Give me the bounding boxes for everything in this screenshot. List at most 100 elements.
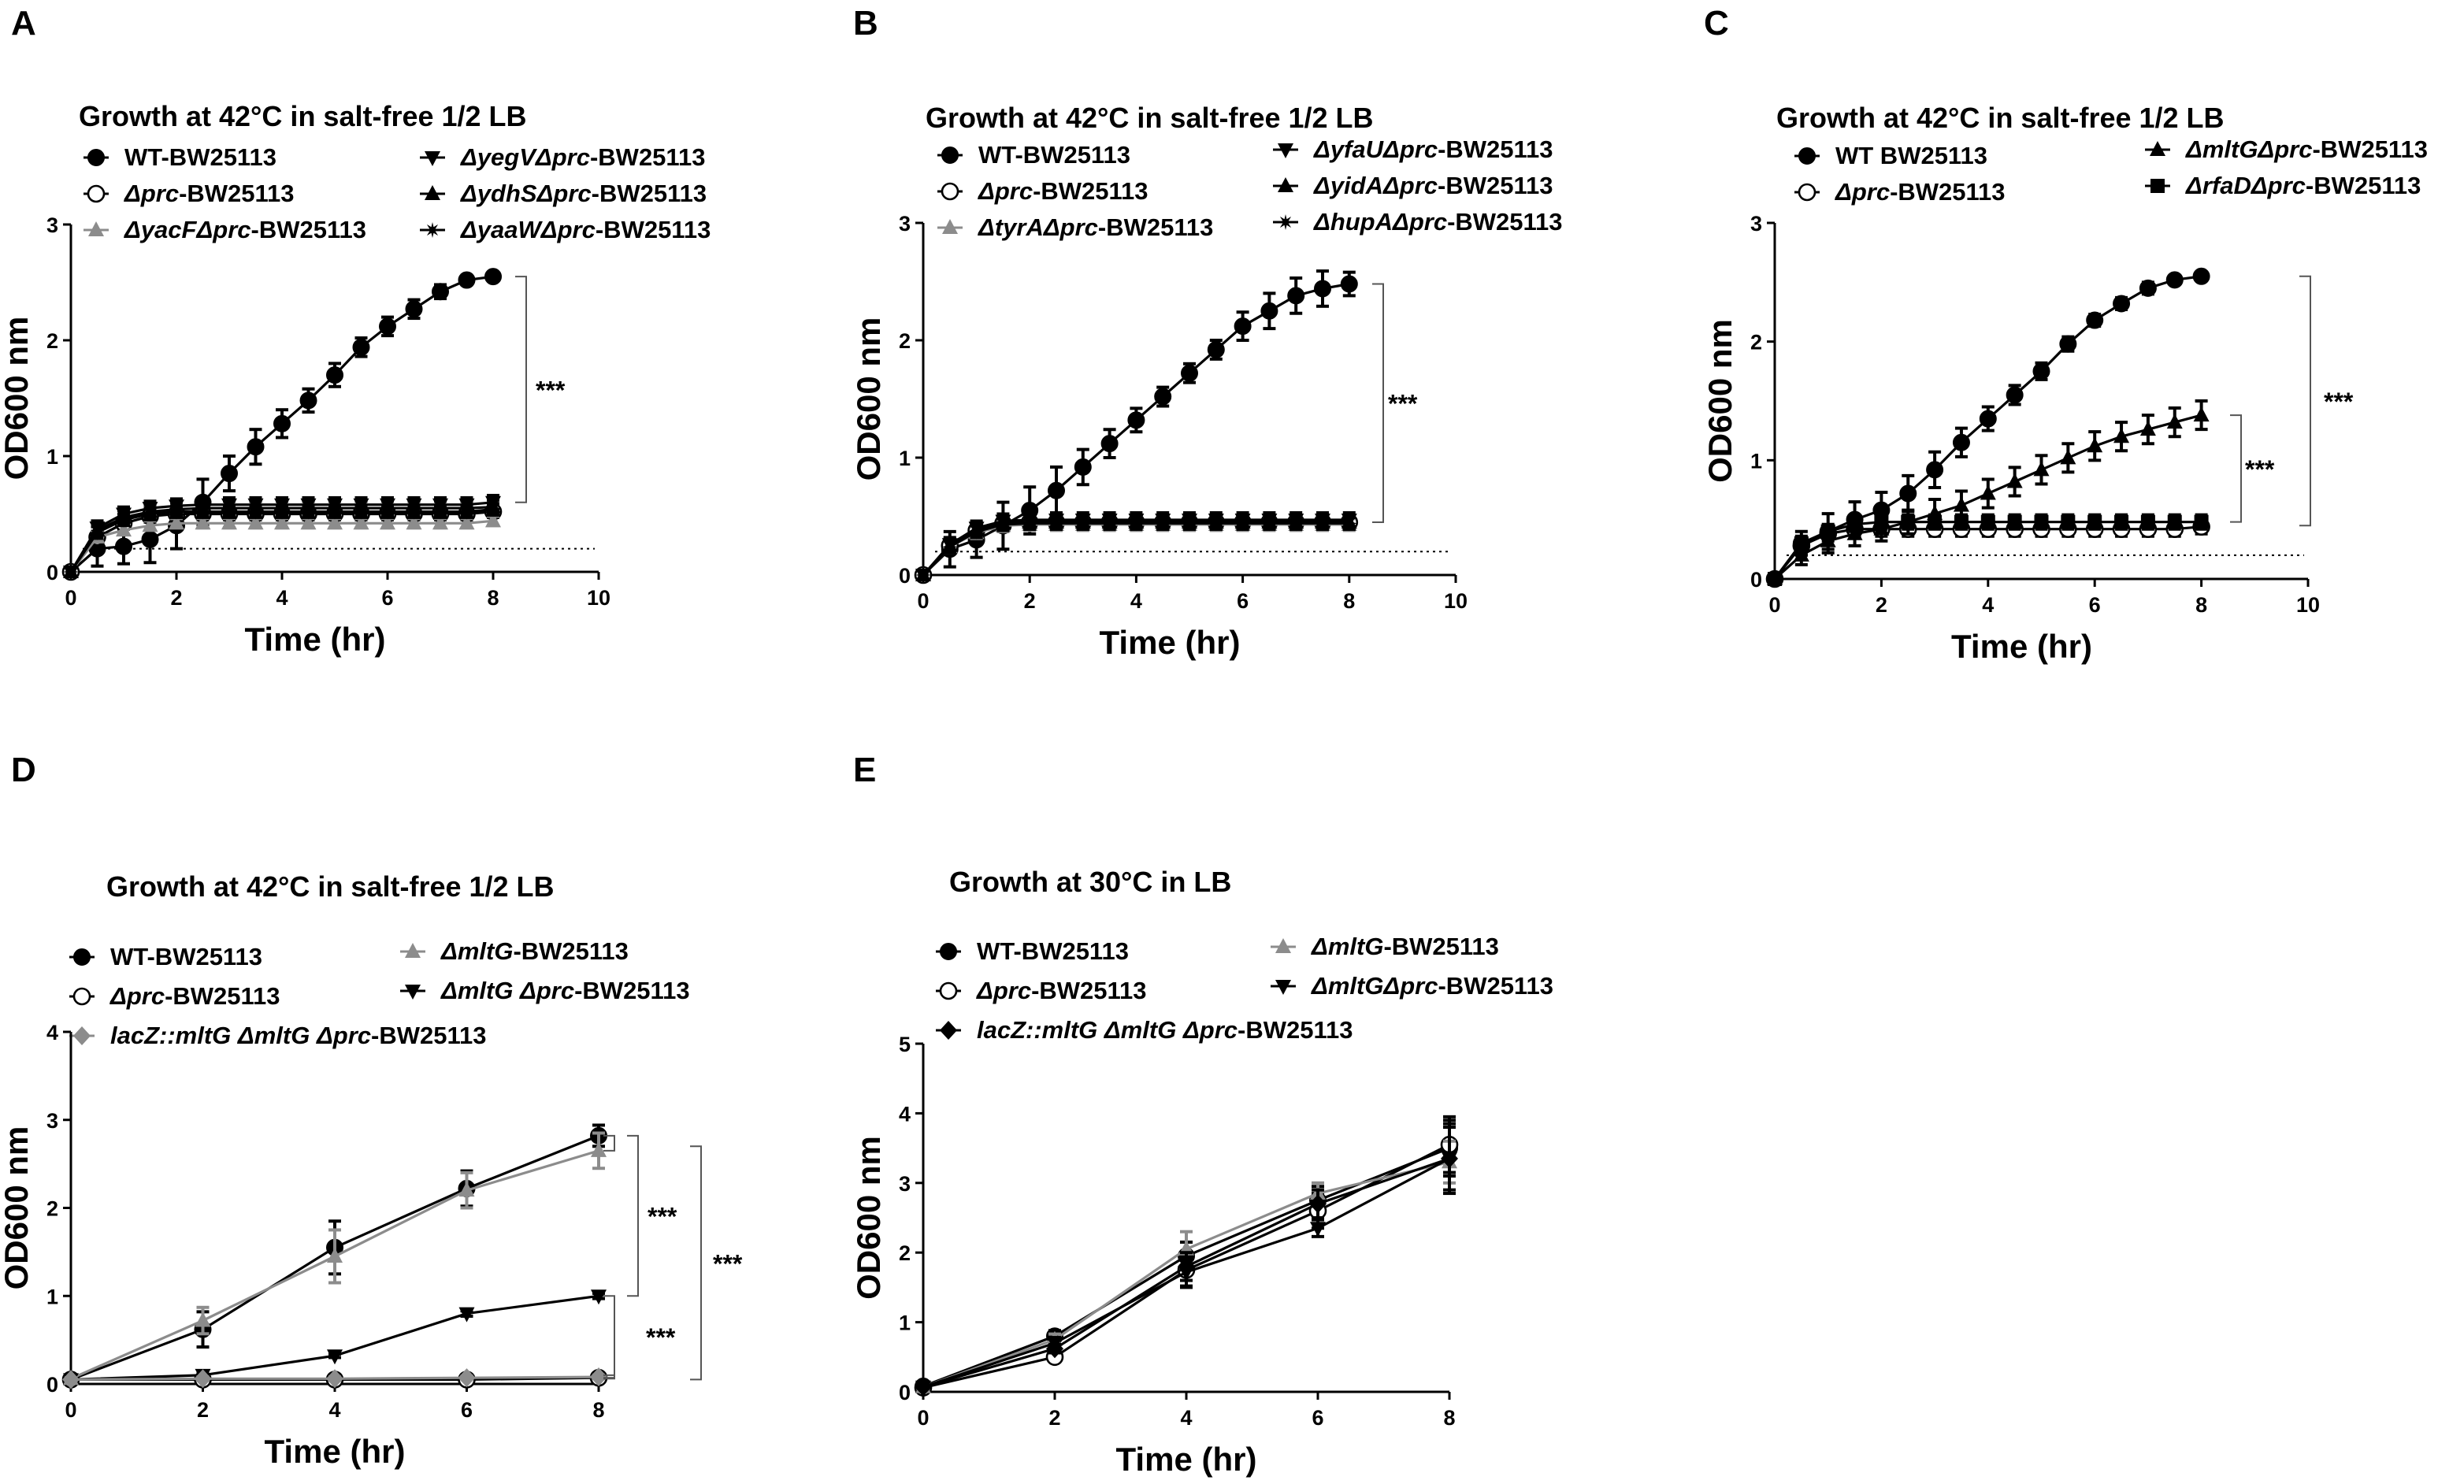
data-point: [2166, 414, 2183, 429]
legend-label: ΔyfaUΔprc-BW25113: [1313, 135, 1553, 163]
data-point: [2059, 335, 2077, 353]
legend-label-text: -BW25113: [1383, 933, 1498, 960]
axes: [1773, 223, 2308, 581]
data-point: [353, 514, 369, 530]
data-point: [1341, 515, 1357, 532]
data-point: [169, 514, 184, 530]
series: [63, 1289, 607, 1389]
legend-marker: [940, 1021, 957, 1040]
data-point: [327, 503, 343, 520]
y-tick-label: 3: [46, 213, 58, 237]
legend-item: ΔrfaDΔprc-BW25113: [2145, 172, 2421, 199]
y-tick-label: 1: [899, 1311, 911, 1335]
legend-label-text: -BW25113: [1438, 135, 1553, 163]
data-point: [1234, 515, 1251, 532]
legend-item: ΔydhSΔprc-BW25113: [420, 180, 707, 207]
data-point: [2113, 428, 2130, 443]
data-point: [247, 514, 264, 530]
legend-marker: [941, 147, 959, 164]
axes: [69, 224, 599, 573]
data-point: [2061, 514, 2076, 529]
significance-bracket: [603, 1374, 615, 1380]
data-point: [2140, 514, 2155, 529]
data-point: [2032, 362, 2050, 380]
legend-item: ΔmltGΔprc-BW25113: [2145, 135, 2428, 163]
data-point: [327, 514, 343, 530]
legend-label: ΔyacFΔprc-BW25113: [124, 216, 366, 243]
legend-item: ΔmltG Δprc-BW25113: [400, 977, 690, 1004]
data-point: [63, 564, 79, 580]
data-point: [591, 1289, 607, 1305]
x-tick-label: 4: [328, 1398, 340, 1422]
data-point: [1874, 514, 1889, 529]
data-point: [1207, 340, 1225, 358]
data-point: [2193, 406, 2210, 422]
legend-marker: [1798, 147, 1816, 165]
legend-item: ΔyaaWΔprc-BW25113: [420, 216, 711, 243]
legend-label-italic: ΔyfaUΔprc: [1313, 135, 1438, 163]
legend-label: WT-BW25113: [110, 943, 262, 970]
y-tick-label: 1: [46, 445, 58, 469]
legend-label: ΔrfaDΔprc-BW25113: [2185, 172, 2421, 199]
data-point: [1954, 514, 1969, 529]
bracket-line: [2299, 275, 2311, 527]
x-tick-label: 0: [917, 1406, 929, 1430]
data-point: [1309, 1194, 1327, 1214]
data-point: [1980, 484, 1996, 500]
data-point: [458, 271, 476, 289]
x-tick-label: 0: [65, 586, 76, 610]
data-point: [1980, 514, 1995, 529]
significance-label: ***: [2245, 455, 2275, 484]
series: [915, 1126, 1458, 1397]
data-point: [458, 514, 475, 530]
data-point: [2007, 514, 2022, 529]
legend-label-text: -BW25113: [371, 1022, 486, 1049]
x-tick-label: 2: [1876, 593, 1887, 617]
significance-bracket: [515, 276, 527, 503]
data-point: [1820, 524, 1835, 539]
legend-label: ΔmltG-BW25113: [1311, 933, 1499, 960]
y-axis-label: OD600 nm: [1701, 319, 1739, 483]
x-tick-label: 8: [592, 1398, 604, 1422]
chart-title: Growth at 42°C in salt-free 1/2 LB: [79, 100, 527, 132]
legend-label-italic: ΔhupAΔprc: [1313, 208, 1447, 236]
legend-label: ΔyegVΔprc-BW25113: [460, 143, 705, 171]
data-point: [1127, 411, 1145, 429]
x-tick-label: 2: [1024, 589, 1036, 613]
legend-label-italic: Δprc: [124, 180, 179, 207]
legend-label-text: WT-BW25113: [124, 143, 276, 171]
data-point: [995, 516, 1011, 532]
x-tick-label: 8: [2195, 593, 2207, 617]
legend-label-italic: Δprc: [978, 177, 1033, 205]
data-point: [915, 567, 931, 583]
y-axis-label: OD600 nm: [0, 317, 35, 480]
legend-item: ΔmltG-BW25113: [1271, 933, 1499, 960]
legend-item: ΔyidAΔprc-BW25113: [1273, 172, 1553, 199]
y-tick-label: 0: [46, 1373, 58, 1397]
legend-label: lacZ::mltG ΔmltG Δprc-BW25113: [110, 1022, 486, 1049]
data-point: [1155, 515, 1171, 532]
x-tick-label: 8: [487, 586, 499, 610]
data-point: [406, 503, 422, 520]
legend-marker: [88, 221, 104, 236]
x-axis-label: Time (hr): [265, 1433, 406, 1470]
legend-item: ΔmltG-BW25113: [400, 937, 629, 965]
axes: [922, 223, 1456, 577]
data-point: [327, 1349, 343, 1365]
data-point: [1441, 1148, 1458, 1168]
data-point: [1953, 496, 1969, 512]
data-point: [590, 1367, 607, 1387]
panel-b: B Growth at 42°C in salt-free 1/2 LB WT-BW…: [850, 4, 1563, 661]
legend-label: WT-BW25113: [977, 937, 1129, 965]
data-point: [300, 503, 317, 520]
panel-letter: D: [11, 751, 36, 789]
legend-label-italic: Δprc: [109, 982, 165, 1010]
data-point: [1288, 515, 1304, 532]
legend-label: ΔydhSΔprc-BW25113: [460, 180, 707, 207]
y-tick-label: 0: [46, 561, 58, 584]
x-tick-label: 10: [587, 586, 610, 610]
y-tick-label: 1: [899, 447, 911, 470]
data-point: [2087, 437, 2103, 453]
data-point: [1101, 515, 1118, 532]
